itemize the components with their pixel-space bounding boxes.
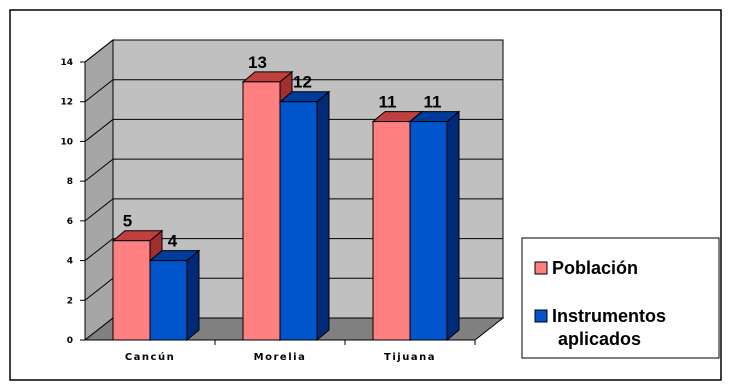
bar-tijuana-instrumentos-aplicados-side	[446, 110, 460, 342]
data-label-morelia-poblacion: 13	[248, 53, 267, 72]
bar-morelia-instrumentos-aplicados-front	[279, 101, 318, 341]
legend-label-instrumentos-aplicados: Instrumentos	[552, 306, 666, 326]
y-tick-label-0: 0	[67, 336, 73, 346]
x-tick-label-morelia: Morelia	[254, 352, 307, 363]
y-axis: 0 2 4 6 8 10 12 14	[60, 58, 86, 346]
y-tick-label-8: 8	[67, 177, 73, 187]
bar-morelia-poblacion-front	[242, 81, 281, 341]
bar-tijuana-instrumentos-aplicados-front	[409, 121, 448, 341]
y-tick-label-6: 6	[67, 217, 73, 227]
y-tick-label-4: 4	[67, 257, 73, 267]
gridline-10	[84, 118, 503, 142]
bar-cancun-poblacion-front	[112, 240, 151, 341]
legend-label-poblacion: Población	[552, 258, 638, 278]
bar-cancun-instrumentos-aplicados-side	[186, 249, 200, 342]
legend-box	[521, 237, 720, 359]
gridline-14	[84, 39, 503, 63]
bar-cancun-instrumentos-aplicados	[148, 249, 201, 342]
y-tick-label-10: 10	[60, 137, 73, 147]
legend-swatch-poblacion	[534, 261, 548, 275]
bar-morelia-instrumentos-aplicados-side	[316, 90, 330, 342]
gridline-12	[84, 79, 503, 103]
legend: Población Instrumentos aplicados	[521, 237, 720, 359]
data-label-morelia-instrumentos-aplicados: 12	[293, 73, 312, 92]
legend-label-instrumentos-aplicados-line-2: aplicados	[558, 329, 641, 349]
data-label-cancun-instrumentos-aplicados: 4	[168, 232, 178, 251]
bar-tijuana-poblacion-front	[372, 121, 411, 341]
data-label-tijuana-instrumentos-aplicados: 11	[424, 93, 442, 112]
bar-cancun-instrumentos-aplicados-front	[149, 260, 188, 341]
bar-tijuana-instrumentos-aplicados	[408, 110, 461, 342]
x-tick-label-cancun: Cancún	[125, 351, 175, 363]
y-tick-label-12: 12	[60, 98, 73, 108]
bars	[111, 70, 461, 342]
x-tick-label-tijuana: Tijuana	[384, 352, 436, 363]
data-labels: 5 4 13 12 11 11	[123, 53, 442, 251]
legend-swatch-instrumentos-aplicados	[534, 309, 548, 323]
y-tick-label-14: 14	[60, 58, 73, 68]
side-wall	[84, 38, 114, 342]
y-tick-label-2: 2	[67, 296, 73, 306]
data-label-cancun-poblacion: 5	[123, 212, 132, 231]
bar-morelia-instrumentos-aplicados	[278, 90, 331, 342]
data-label-tijuana-poblacion: 11	[379, 93, 397, 112]
